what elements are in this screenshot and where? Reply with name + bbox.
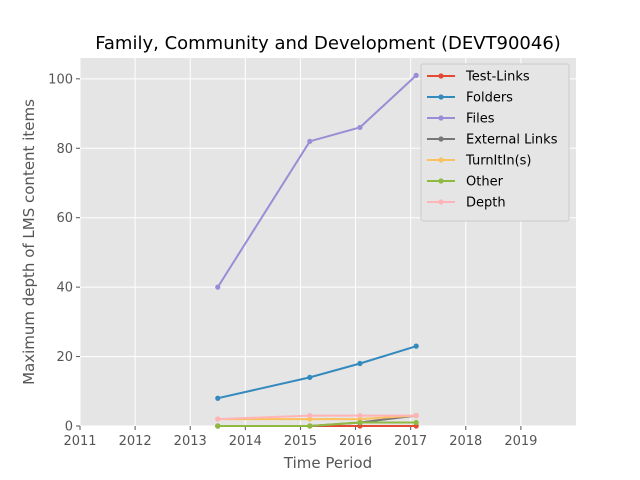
series — [215, 72, 419, 429]
legend-item: Folders — [427, 91, 513, 106]
x-tick-label: 2011 — [63, 434, 96, 449]
x-tick-label: 2012 — [119, 434, 152, 449]
series-folders — [215, 343, 419, 401]
legend-item: Test-Links — [427, 70, 530, 85]
series-line — [217, 414, 417, 421]
legend-marker — [438, 199, 444, 205]
data-point — [215, 284, 221, 290]
x-tick-label: 2017 — [394, 434, 427, 449]
data-point — [413, 72, 419, 78]
legend-item: Files — [427, 112, 495, 127]
axes: 2011 2012 2013 2014 2015 2016 2017 2018 2019 0 20 4… — [48, 72, 537, 449]
data-point — [307, 423, 313, 429]
data-point — [307, 412, 313, 419]
x-axis-title: Time Period — [283, 454, 372, 472]
legend-item: Depth — [427, 196, 506, 211]
series-other — [215, 419, 419, 429]
legend-label: External Links — [466, 133, 558, 148]
y-tick-label: 40 — [56, 281, 73, 296]
legend-label: Files — [466, 112, 495, 127]
x-tick-label: 2019 — [504, 434, 537, 449]
y-tick-label: 60 — [56, 211, 73, 226]
y-axis-title: Maximum depth of LMS content items — [20, 99, 38, 385]
series-line — [216, 74, 417, 288]
data-point — [413, 343, 419, 349]
series-depth — [215, 412, 419, 422]
x-tick-label: 2015 — [284, 434, 317, 449]
legend-label: Other — [466, 175, 504, 190]
x-tick-label: 2018 — [449, 434, 482, 449]
series-files — [215, 72, 419, 290]
x-tick-label: 2014 — [229, 434, 262, 449]
data-point — [215, 416, 221, 422]
legend-item: TurnItIn(s) — [427, 154, 531, 169]
data-point — [215, 395, 221, 401]
legend-label: TurnItIn(s) — [465, 154, 531, 169]
x-tick-label: 2016 — [339, 434, 372, 449]
chart-title: Family, Community and Development (DEVT9… — [95, 33, 561, 54]
y-tick-label: 100 — [48, 72, 73, 87]
data-point — [357, 124, 363, 131]
data-point — [307, 374, 313, 380]
y-tick-label: 20 — [56, 350, 73, 365]
legend-label: Folders — [466, 91, 513, 106]
y-tick-label: 80 — [56, 142, 73, 157]
legend-marker — [438, 115, 444, 121]
legend-marker — [438, 94, 444, 100]
data-point — [357, 412, 363, 419]
legend-marker — [438, 178, 444, 184]
data-point — [357, 360, 363, 367]
legend-marker — [438, 157, 444, 163]
legend-label: Test-Links — [465, 70, 530, 85]
x-tick-label: 2013 — [174, 434, 207, 449]
series-line — [217, 421, 417, 427]
legend-label: Depth — [466, 196, 506, 211]
legend-marker — [438, 136, 444, 142]
legend: Test-Links Folders Files External Links Turn… — [420, 63, 570, 222]
series-line — [217, 414, 417, 421]
legend-item: External Links — [427, 133, 558, 148]
legend-item: Other — [427, 175, 504, 190]
y-tick-label: 0 — [65, 420, 73, 435]
legend-box — [420, 63, 570, 222]
data-point — [413, 419, 419, 426]
series-line — [217, 345, 417, 400]
legend-marker — [438, 73, 444, 79]
data-point — [413, 412, 419, 419]
data-point — [307, 138, 313, 144]
data-point — [215, 423, 221, 429]
data-point — [357, 419, 363, 426]
